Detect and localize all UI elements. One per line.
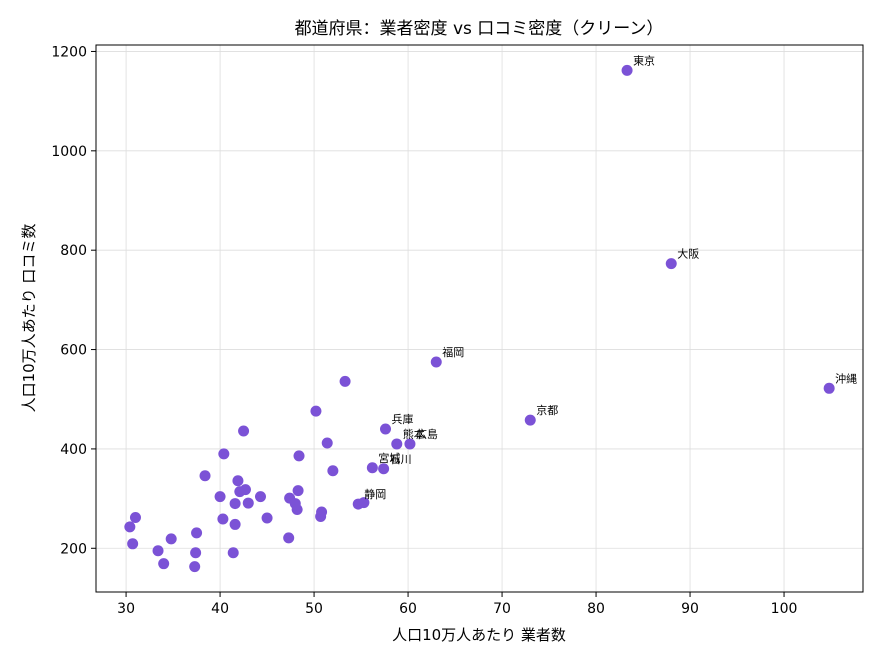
scatter-point <box>129 511 141 523</box>
point-label: 大阪 <box>677 247 699 261</box>
scatter-point <box>823 382 835 394</box>
scatter-point <box>358 497 370 509</box>
scatter-point <box>229 498 241 510</box>
point-label: 熊本 <box>403 427 425 441</box>
scatter-point <box>165 533 177 545</box>
scatter-point <box>261 512 273 524</box>
scatter-point <box>366 462 378 474</box>
point-label: 石川 <box>390 453 412 466</box>
scatter-point <box>621 64 633 76</box>
grid-layer <box>96 45 863 592</box>
point-label: 福岡 <box>442 345 464 359</box>
x-tick-label: 40 <box>211 601 229 617</box>
scatter-point <box>227 547 239 559</box>
point-label: 静岡 <box>364 487 386 501</box>
scatter-point <box>380 423 392 435</box>
x-tick-label: 80 <box>587 601 605 617</box>
scatter-point <box>199 470 211 482</box>
point-label: 兵庫 <box>392 412 414 426</box>
y-tick-label: 800 <box>60 243 87 259</box>
scatter-point <box>404 438 416 450</box>
scatter-point <box>665 258 677 270</box>
scatter-point <box>327 465 339 477</box>
scatter-point <box>283 532 295 544</box>
chart-title: 都道府県：業者密度 vs 口コミ密度（クリーン） <box>295 19 664 39</box>
scatter-point <box>232 475 244 487</box>
y-tick-label: 1000 <box>51 144 87 160</box>
scatter-point <box>293 450 305 462</box>
y-axis-label: 人口10万人あたり 口コミ数 <box>20 224 38 413</box>
scatter-point <box>127 538 139 550</box>
scatter-point <box>152 545 164 557</box>
tick-layer: 30 40 50 60 70 80 90 100 200 400 600 800 1000 1200 <box>51 44 797 617</box>
x-tick-label: 70 <box>493 601 511 617</box>
scatter-point <box>189 561 201 573</box>
scatter-point <box>238 425 250 437</box>
scatter-point <box>234 486 246 498</box>
scatter-point <box>321 437 333 449</box>
scatter-point <box>291 504 303 516</box>
scatter-point <box>339 375 351 387</box>
scatter-point <box>191 527 203 539</box>
x-tick-label: 50 <box>305 601 323 617</box>
scatter-point <box>158 558 170 570</box>
scatter-point <box>254 491 266 503</box>
point-label: 広島 <box>416 427 438 441</box>
plot-frame <box>95 44 864 593</box>
scatter-point <box>190 547 202 559</box>
x-tick-label: 30 <box>117 601 135 617</box>
scatter-point <box>378 463 390 475</box>
scatter-point <box>217 513 229 525</box>
y-tick-label: 1200 <box>51 44 87 60</box>
point-layer <box>124 64 835 573</box>
y-tick-label: 600 <box>60 343 87 359</box>
point-label: 東京 <box>633 53 655 67</box>
scatter-point <box>229 518 241 530</box>
x-tick-label: 100 <box>771 601 798 617</box>
y-tick-label: 200 <box>60 541 87 557</box>
scatter-point <box>315 510 327 522</box>
point-label: 京都 <box>536 403 558 417</box>
scatter-point <box>242 497 254 509</box>
scatter-point <box>524 414 536 426</box>
x-tick-label: 60 <box>399 601 417 617</box>
scatter-point <box>218 448 230 460</box>
scatter-point <box>292 485 304 497</box>
scatter-point <box>214 491 226 503</box>
scatter-point <box>310 405 322 417</box>
y-tick-label: 400 <box>60 442 87 458</box>
scatter-point <box>391 438 403 450</box>
point-label: 宮城 <box>378 451 400 465</box>
point-label: 沖縄 <box>835 371 857 385</box>
scatter-point <box>430 356 442 368</box>
scatter-point <box>124 521 136 533</box>
x-axis-label: 人口10万人あたり 業者数 <box>392 626 566 644</box>
x-tick-label: 90 <box>681 601 699 617</box>
